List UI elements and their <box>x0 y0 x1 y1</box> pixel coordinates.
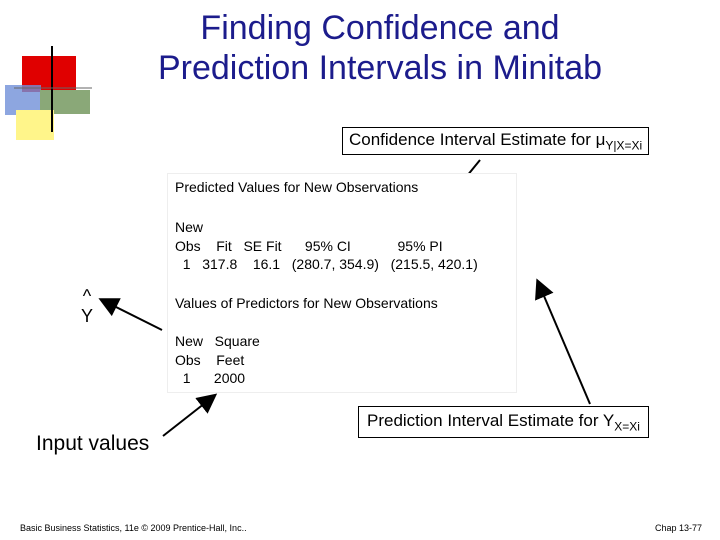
output-heading: Values of Predictors for New Observation… <box>175 295 438 311</box>
output-line: New Square <box>175 333 260 349</box>
input-label: Input values <box>36 432 150 455</box>
minitab-output: Predicted Values for New Observations Ne… <box>168 174 516 392</box>
callout-subscript: Y|X=Xi <box>605 138 643 153</box>
yhat-letter: Y <box>80 306 93 326</box>
title: Finding Confidence and Prediction Interv… <box>120 8 640 88</box>
title-line: Finding Confidence and <box>200 9 560 47</box>
yhat-hat: ^ <box>82 286 92 306</box>
title-line: Prediction Intervals in Minitab <box>157 49 603 87</box>
footer-left: Basic Business Statistics, 11e © 2009 Pr… <box>20 523 247 533</box>
pi-callout: Prediction Interval Estimate for YX=Xi <box>358 406 649 439</box>
callout-text: Confidence Interval Estimate for μ <box>349 130 606 149</box>
output-heading: Predicted Values for New Observations <box>175 179 419 195</box>
output-line: 1 2000 <box>175 370 246 386</box>
output-line: New <box>175 219 204 235</box>
footer-right: Chap 13-77 <box>654 523 702 533</box>
callout-text: Prediction Interval Estimate for Y <box>367 411 615 430</box>
output-line: 1 317.8 16.1 (280.7, 354.9) (215.5, 420.… <box>175 256 478 272</box>
output-line: Obs Fit SE Fit 95% CI 95% PI <box>175 237 443 254</box>
ci-callout: Confidence Interval Estimate for μY|X=Xi <box>342 127 650 156</box>
output-line: Obs Feet <box>175 351 245 368</box>
callout-subscript: X=Xi <box>614 419 640 434</box>
